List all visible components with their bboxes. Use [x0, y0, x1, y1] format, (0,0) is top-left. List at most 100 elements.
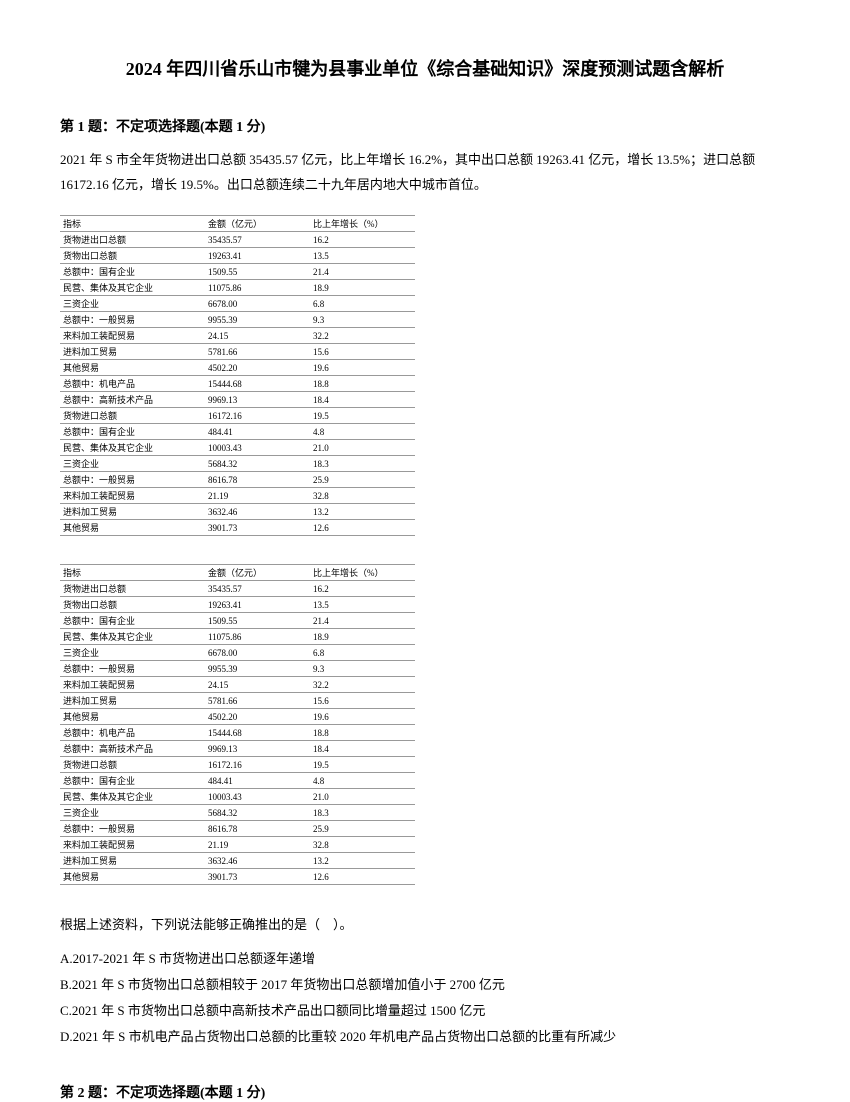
cell-amount: 21.19: [205, 488, 310, 504]
th-growth: 比上年增长（%）: [310, 565, 415, 581]
table-row: 三资企业6678.006.8: [60, 296, 415, 312]
cell-growth: 32.2: [310, 328, 415, 344]
cell-label: 货物出口总额: [60, 597, 205, 613]
cell-growth: 9.3: [310, 312, 415, 328]
cell-amount: 19263.41: [205, 248, 310, 264]
cell-growth: 32.8: [310, 488, 415, 504]
cell-label: 其他贸易: [60, 869, 205, 885]
cell-growth: 16.2: [310, 581, 415, 597]
cell-growth: 4.8: [310, 424, 415, 440]
cell-growth: 18.4: [310, 392, 415, 408]
cell-growth: 15.6: [310, 693, 415, 709]
cell-growth: 15.6: [310, 344, 415, 360]
cell-label: 民营、集体及其它企业: [60, 280, 205, 296]
cell-growth: 18.8: [310, 725, 415, 741]
cell-growth: 19.5: [310, 408, 415, 424]
table-row: 进料加工贸易3632.4613.2: [60, 853, 415, 869]
cell-amount: 11075.86: [205, 280, 310, 296]
cell-growth: 9.3: [310, 661, 415, 677]
table-row: 进料加工贸易5781.6615.6: [60, 693, 415, 709]
q1-question-text: 根据上述资料，下列说法能够正确推出的是（ ）。: [60, 913, 790, 938]
cell-growth: 32.2: [310, 677, 415, 693]
table-row: 来料加工装配贸易21.1932.8: [60, 837, 415, 853]
cell-growth: 18.3: [310, 456, 415, 472]
cell-label: 总额中：一般贸易: [60, 821, 205, 837]
table-row: 来料加工装配贸易24.1532.2: [60, 677, 415, 693]
cell-label: 货物进口总额: [60, 757, 205, 773]
cell-label: 总额中：一般贸易: [60, 661, 205, 677]
cell-growth: 19.6: [310, 709, 415, 725]
table-row: 总额中：一般贸易9955.399.3: [60, 312, 415, 328]
cell-amount: 8616.78: [205, 821, 310, 837]
data-table-1: 指标 金额（亿元） 比上年增长（%） 货物进出口总额35435.5716.2货物…: [60, 215, 415, 536]
cell-label: 进料加工贸易: [60, 504, 205, 520]
cell-amount: 6678.00: [205, 645, 310, 661]
table-row: 来料加工装配贸易24.1532.2: [60, 328, 415, 344]
cell-label: 来料加工装配贸易: [60, 488, 205, 504]
table-row: 三资企业6678.006.8: [60, 645, 415, 661]
cell-label: 其他贸易: [60, 709, 205, 725]
cell-amount: 16172.16: [205, 757, 310, 773]
cell-growth: 6.8: [310, 296, 415, 312]
cell-amount: 24.15: [205, 328, 310, 344]
cell-label: 总额中：国有企业: [60, 773, 205, 789]
cell-label: 总额中：国有企业: [60, 264, 205, 280]
cell-amount: 5781.66: [205, 693, 310, 709]
cell-amount: 21.19: [205, 837, 310, 853]
th-indicator: 指标: [60, 565, 205, 581]
table-row: 货物进出口总额35435.5716.2: [60, 581, 415, 597]
table-row: 其他贸易4502.2019.6: [60, 360, 415, 376]
cell-label: 其他贸易: [60, 520, 205, 536]
cell-amount: 5684.32: [205, 456, 310, 472]
cell-label: 总额中：高新技术产品: [60, 392, 205, 408]
cell-growth: 16.2: [310, 232, 415, 248]
table-row: 其他贸易3901.7312.6: [60, 520, 415, 536]
cell-label: 来料加工装配贸易: [60, 837, 205, 853]
cell-amount: 15444.68: [205, 376, 310, 392]
cell-growth: 12.6: [310, 520, 415, 536]
cell-label: 货物进口总额: [60, 408, 205, 424]
cell-amount: 35435.57: [205, 581, 310, 597]
cell-amount: 8616.78: [205, 472, 310, 488]
cell-growth: 21.4: [310, 264, 415, 280]
cell-amount: 9969.13: [205, 741, 310, 757]
option-b: B.2021 年 S 市货物出口总额相较于 2017 年货物出口总额增加值小于 …: [60, 972, 790, 998]
table-row: 来料加工装配贸易21.1932.8: [60, 488, 415, 504]
cell-amount: 19263.41: [205, 597, 310, 613]
cell-amount: 3901.73: [205, 520, 310, 536]
cell-label: 三资企业: [60, 805, 205, 821]
cell-label: 总额中：国有企业: [60, 424, 205, 440]
cell-growth: 12.6: [310, 869, 415, 885]
cell-growth: 18.9: [310, 280, 415, 296]
table-row: 进料加工贸易3632.4613.2: [60, 504, 415, 520]
cell-label: 民营、集体及其它企业: [60, 629, 205, 645]
cell-growth: 32.8: [310, 837, 415, 853]
cell-label: 三资企业: [60, 645, 205, 661]
cell-label: 三资企业: [60, 456, 205, 472]
cell-amount: 9955.39: [205, 661, 310, 677]
cell-growth: 25.9: [310, 821, 415, 837]
cell-growth: 13.5: [310, 597, 415, 613]
cell-amount: 1509.55: [205, 264, 310, 280]
th-amount: 金额（亿元）: [205, 565, 310, 581]
cell-label: 总额中：机电产品: [60, 376, 205, 392]
table-header-row: 指标 金额（亿元） 比上年增长（%）: [60, 565, 415, 581]
cell-amount: 35435.57: [205, 232, 310, 248]
table-row: 其他贸易3901.7312.6: [60, 869, 415, 885]
table-row: 总额中：一般贸易8616.7825.9: [60, 821, 415, 837]
cell-label: 总额中：一般贸易: [60, 472, 205, 488]
th-growth: 比上年增长（%）: [310, 216, 415, 232]
cell-label: 民营、集体及其它企业: [60, 789, 205, 805]
data-table-2: 指标 金额（亿元） 比上年增长（%） 货物进出口总额35435.5716.2货物…: [60, 564, 415, 885]
cell-growth: 18.4: [310, 741, 415, 757]
cell-amount: 15444.68: [205, 725, 310, 741]
q1-paragraph: 2021 年 S 市全年货物进出口总额 35435.57 亿元，比上年增长 16…: [60, 148, 790, 197]
q1-options: A.2017-2021 年 S 市货物进出口总额逐年递增 B.2021 年 S …: [60, 946, 790, 1050]
cell-label: 货物进出口总额: [60, 581, 205, 597]
q2-header: 第 2 题：不定项选择题(本题 1 分): [60, 1082, 790, 1102]
cell-label: 来料加工装配贸易: [60, 328, 205, 344]
table-row: 进料加工贸易5781.6615.6: [60, 344, 415, 360]
table-row: 总额中：国有企业1509.5521.4: [60, 264, 415, 280]
cell-amount: 1509.55: [205, 613, 310, 629]
table-row: 三资企业5684.3218.3: [60, 805, 415, 821]
